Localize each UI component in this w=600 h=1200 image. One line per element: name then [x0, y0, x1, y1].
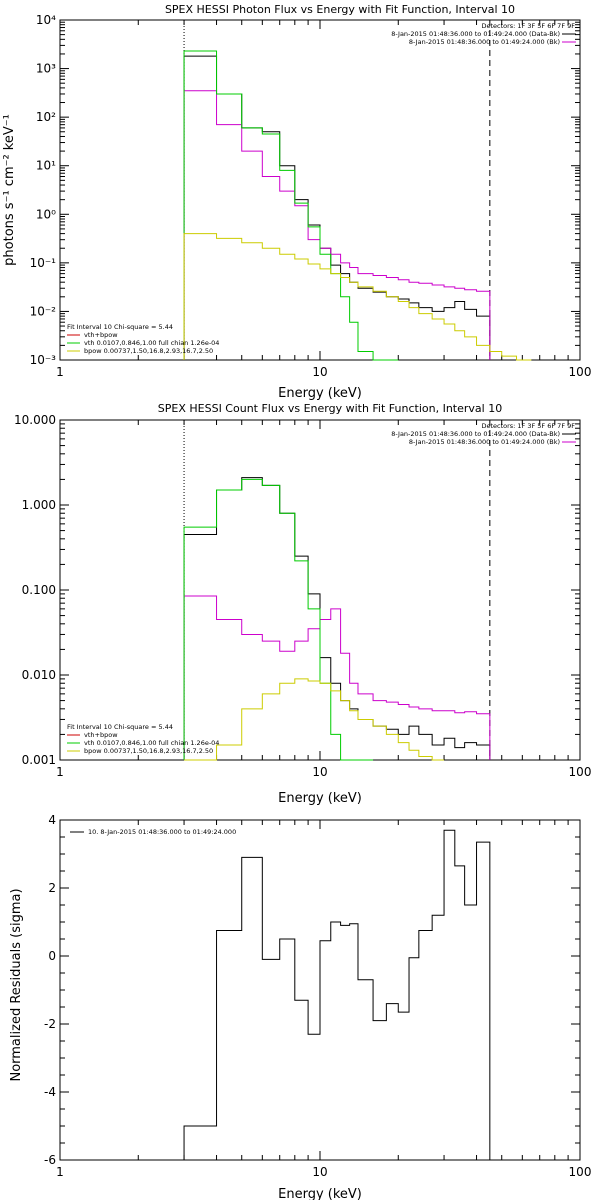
panel3-series: [183, 829, 491, 1160]
panel2-legend-1: vth 0.0107,0.846,1.00 full chian 1.26e-0…: [84, 739, 219, 747]
panel1-ticks: 1 10 100 10⁻³ 10⁻² 10⁻¹ 10⁰ 10¹ 10² 10³ 10⁴: [30, 13, 592, 379]
y-tick-label: 10⁻¹: [30, 256, 57, 270]
panel1-legend-1: vth 0.0107,0.846,1.00 full chian 1.26e-0…: [84, 339, 219, 347]
panel2-info-detectors: Detectors: 1F 3F 5F 6F 7F 9F: [481, 422, 575, 430]
panel1-xlabel: Energy (keV): [278, 386, 362, 401]
y-tick-label: -2: [44, 1017, 56, 1031]
panel1-legend-2: bpow 0.00737,1.50,16.8,2.93,16.7,2.50: [84, 347, 213, 355]
panel2-info-bk: 8-Jan-2015 01:48:36.000 to 01:49:24.000 …: [409, 438, 560, 446]
y-tick-label: 4: [48, 813, 56, 827]
series-0-histogram: [183, 55, 491, 360]
x-tick-label: 1: [56, 765, 64, 779]
y-tick-label: 10⁰: [36, 207, 56, 221]
series-0-histogram: [183, 477, 491, 760]
series-1-histogram: [183, 595, 491, 760]
panel1-series: [183, 50, 532, 361]
series-3-histogram: [183, 233, 532, 361]
panel2-legend-2: bpow 0.00737,1.50,16.8,2.93,16.7,2.50: [84, 747, 213, 755]
x-tick-label: 100: [569, 365, 592, 379]
panel2-range-lines: [183, 420, 491, 760]
photon-flux-panel: SPEX HESSI Photon Flux vs Energy with Fi…: [2, 3, 591, 401]
panel2-series: [183, 477, 491, 761]
panel1-frame: [59, 19, 581, 361]
series-2-histogram: [183, 50, 399, 361]
y-tick-label: 10³: [36, 62, 56, 76]
y-tick-label: -6: [44, 1153, 56, 1167]
y-tick-label: 10²: [36, 110, 56, 124]
y-tick-label: 0.010: [22, 668, 56, 682]
panel1-legend-0: vth+bpow: [84, 331, 118, 339]
x-tick-label: 1: [56, 1165, 64, 1179]
y-tick-label: 10⁴: [36, 13, 56, 27]
panel2-frame: [59, 419, 581, 761]
y-tick-label: 0.001: [22, 753, 56, 767]
panel1-info-detectors: Detectors: 1F 3F 5F 6F 7F 9F: [481, 22, 575, 30]
panel1-info-data: 8-Jan-2015 01:48:36.000 to 01:49:24.000 …: [391, 30, 560, 38]
y-tick-label: 10⁻²: [30, 304, 57, 318]
series-3-histogram: [184, 678, 445, 761]
panel2-info-data: 8-Jan-2015 01:48:36.000 to 01:49:24.000 …: [391, 430, 560, 438]
panel3-xlabel: Energy (keV): [278, 1187, 362, 1200]
y-tick-label: 1.000: [22, 498, 56, 512]
panel2-legend-0: vth+bpow: [84, 731, 118, 739]
panel3-ylabel: Normalized Residuals (sigma): [9, 888, 24, 1081]
count-flux-panel: SPEX HESSI Count Flux vs Energy with Fit…: [14, 402, 591, 806]
panel2-fit-text: Fit Interval 10 Chi-square = 5.44: [67, 723, 173, 731]
y-tick-label: 10⁻³: [30, 353, 57, 367]
panel1-ylabel: photons s⁻¹ cm⁻² keV⁻¹: [2, 114, 17, 266]
panel3-ticks: 1 10 100 -6 -4 -2 0 2 4: [44, 813, 591, 1179]
x-tick-label: 10: [312, 765, 327, 779]
x-tick-label: 1: [56, 365, 64, 379]
x-tick-label: 10: [312, 365, 327, 379]
x-tick-label: 100: [569, 1165, 592, 1179]
y-tick-label: 0.100: [22, 583, 56, 597]
x-tick-label: 100: [569, 765, 592, 779]
y-tick-label: -4: [44, 1085, 56, 1099]
y-tick-label: 0: [48, 949, 56, 963]
series-1-histogram: [183, 90, 491, 360]
panel1-title: SPEX HESSI Photon Flux vs Energy with Fi…: [165, 3, 515, 16]
residuals-panel: Energy (keV) Normalized Residuals (sigma…: [9, 813, 591, 1200]
y-tick-label: 2: [48, 881, 56, 895]
panel3-legend: 10. 8-Jan-2015 01:48:36.000 to 01:49:24.…: [88, 828, 236, 836]
x-tick-label: 10: [312, 1165, 327, 1179]
series-0-histogram: [183, 829, 491, 1160]
panel2-ticks: 1 10 100 0.001 0.010 0.100 1.000 10.000: [14, 413, 591, 779]
series-2-histogram: [183, 478, 374, 761]
y-tick-label: 10¹: [36, 159, 56, 173]
panel2-title: SPEX HESSI Count Flux vs Energy with Fit…: [158, 402, 502, 415]
panel1-fit-text: Fit Interval 10 Chi-square = 5.44: [67, 323, 173, 331]
y-tick-label: 10.000: [14, 413, 56, 427]
panel2-xlabel: Energy (keV): [278, 791, 362, 806]
panel1-info-bk: 8-Jan-2015 01:48:36.000 to 01:49:24.000 …: [409, 38, 560, 46]
